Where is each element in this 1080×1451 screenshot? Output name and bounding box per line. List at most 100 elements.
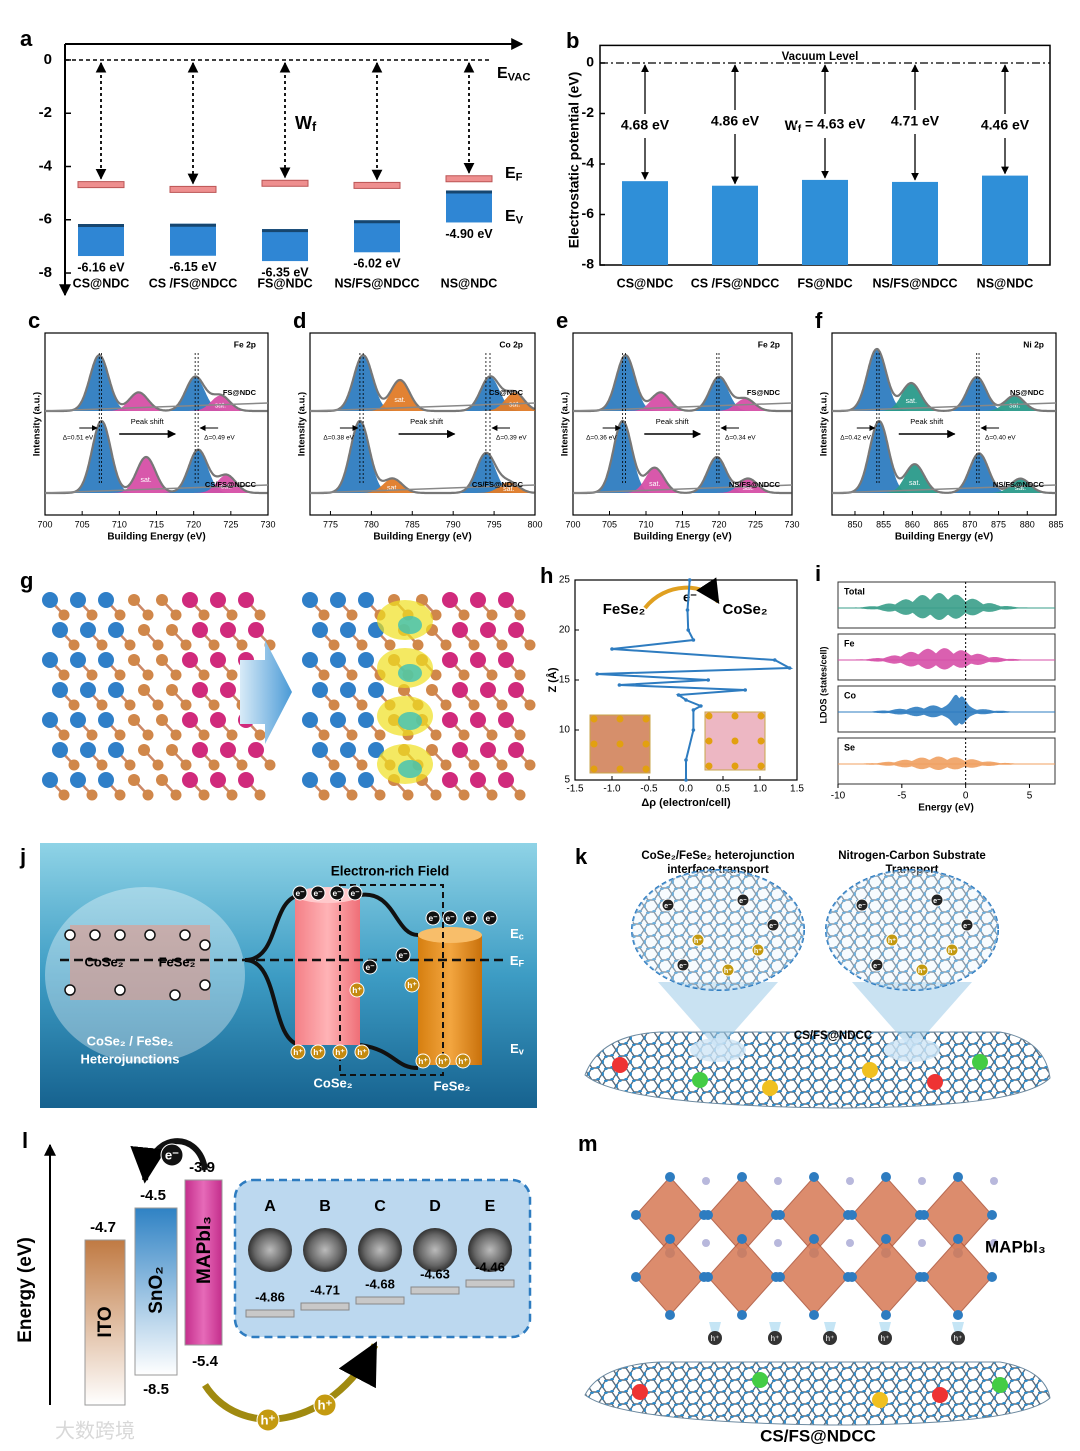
atom [590, 715, 598, 723]
sat-label: sat. [743, 485, 754, 492]
carrier-label: h⁺ [948, 946, 956, 955]
y-tick-label: -6 [582, 205, 595, 221]
y-axis-label: Intensity (a.u.) [297, 392, 308, 456]
x-tick-label: 780 [364, 519, 379, 529]
point [685, 608, 690, 612]
iodide [665, 1234, 675, 1244]
carrier [64, 929, 76, 941]
x-tick-label: 730 [260, 519, 275, 529]
atom [138, 744, 150, 756]
methylammonium [846, 1239, 854, 1247]
y-tick-label: 5 [564, 775, 570, 786]
text-part: VAC [508, 71, 531, 83]
peak [45, 421, 268, 493]
x-tick-label: 710 [112, 519, 127, 529]
atom [328, 699, 340, 711]
atom [616, 765, 624, 773]
text-part: E [510, 926, 519, 941]
x-tick-label: 1.0 [753, 784, 767, 795]
atom [318, 609, 330, 621]
baseline [572, 484, 793, 494]
text-part: W [295, 113, 312, 133]
charge-density [398, 664, 422, 682]
transfer-arrow [643, 577, 720, 610]
atom [458, 669, 470, 681]
x-tick-label: 800 [527, 519, 542, 529]
l-label: -4.63 [420, 1266, 450, 1281]
atom [170, 609, 182, 621]
carrier [347, 885, 363, 901]
atom [368, 742, 384, 758]
valence-band [78, 224, 124, 257]
carrier-label: e⁻ [963, 921, 971, 930]
carrier-label: e⁻ [313, 888, 322, 898]
baseline [572, 402, 793, 412]
atom [358, 772, 374, 788]
carrier [404, 977, 420, 993]
atom [180, 759, 192, 771]
sat-label: sat. [394, 397, 405, 404]
value-label: 4.68 eV [621, 117, 670, 133]
text-part: E [510, 953, 519, 968]
atom [642, 715, 650, 723]
atom [52, 622, 68, 638]
atom [508, 622, 524, 638]
atom [442, 712, 458, 728]
l-label: SnO₂ [146, 1266, 167, 1314]
carrier [310, 885, 326, 901]
atom [156, 594, 168, 606]
valence-band [446, 190, 492, 223]
vacuum-label: EVAC [497, 65, 530, 83]
legend-label: Fe [844, 638, 855, 648]
x-tick-label: 0.0 [679, 784, 693, 795]
atom [210, 772, 226, 788]
atom [182, 592, 198, 608]
l-label: -4.86 [255, 1289, 285, 1304]
carrier-label: e⁻ [873, 961, 881, 970]
carrier-label: e⁻ [933, 896, 941, 905]
text-part: F [516, 171, 523, 183]
carrier-label: h⁺ [313, 1047, 323, 1057]
panel-label: k [575, 844, 588, 869]
text-part: E [505, 208, 516, 225]
atom [356, 759, 368, 771]
carrier-label: e⁻ [428, 913, 437, 923]
peak [573, 478, 792, 493]
atom [426, 744, 438, 756]
substrate-sheet [584, 1031, 1051, 1109]
atom [124, 639, 136, 651]
carrier-label: h⁺ [293, 1047, 303, 1057]
k-label: Nitrogen-Carbon Substrate [838, 850, 986, 862]
sat-label: sat. [1009, 402, 1020, 409]
panel-label: i [815, 561, 821, 586]
carrier-label: h⁺ [260, 1412, 275, 1427]
atom [496, 639, 508, 651]
atom [440, 759, 452, 771]
atom [430, 669, 442, 681]
atom [210, 652, 226, 668]
x-tick-label: 850 [847, 519, 862, 529]
atom [514, 789, 526, 801]
x-tick-label: CS@NDC [73, 276, 130, 290]
x-tick-label: 720 [711, 519, 726, 529]
atom [524, 639, 536, 651]
carrier-label: e⁻ [485, 913, 494, 923]
panel-label: m [578, 1131, 598, 1156]
carrier [691, 933, 705, 947]
carrier-label: h⁺ [407, 980, 417, 990]
x-tick-label: 700 [37, 519, 52, 529]
level-plate [355, 1296, 405, 1305]
atom [114, 789, 126, 801]
atom [470, 772, 486, 788]
cylinder-top [418, 927, 482, 943]
atom [70, 592, 86, 608]
atom [192, 682, 208, 698]
iodide [987, 1210, 997, 1220]
atom [524, 699, 536, 711]
point [706, 678, 710, 682]
text-part: V [516, 214, 524, 226]
dopant [872, 1392, 888, 1408]
atom [152, 759, 164, 771]
text-part: f [798, 124, 802, 135]
atom [128, 714, 140, 726]
